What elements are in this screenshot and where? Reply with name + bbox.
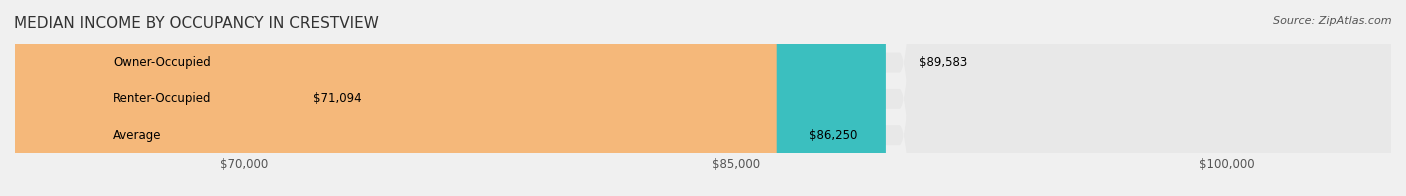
FancyBboxPatch shape — [15, 0, 1391, 196]
FancyBboxPatch shape — [15, 0, 886, 196]
Text: $86,250: $86,250 — [810, 129, 858, 142]
Text: Owner-Occupied: Owner-Occupied — [114, 56, 211, 69]
FancyBboxPatch shape — [15, 0, 1391, 196]
Text: Renter-Occupied: Renter-Occupied — [114, 92, 212, 105]
Text: $89,583: $89,583 — [918, 56, 967, 69]
Text: MEDIAN INCOME BY OCCUPANCY IN CRESTVIEW: MEDIAN INCOME BY OCCUPANCY IN CRESTVIEW — [14, 16, 380, 31]
Text: Source: ZipAtlas.com: Source: ZipAtlas.com — [1274, 16, 1392, 26]
FancyBboxPatch shape — [15, 0, 776, 196]
Text: $71,094: $71,094 — [314, 92, 361, 105]
Text: Average: Average — [114, 129, 162, 142]
FancyBboxPatch shape — [15, 0, 1391, 196]
FancyBboxPatch shape — [0, 0, 506, 196]
